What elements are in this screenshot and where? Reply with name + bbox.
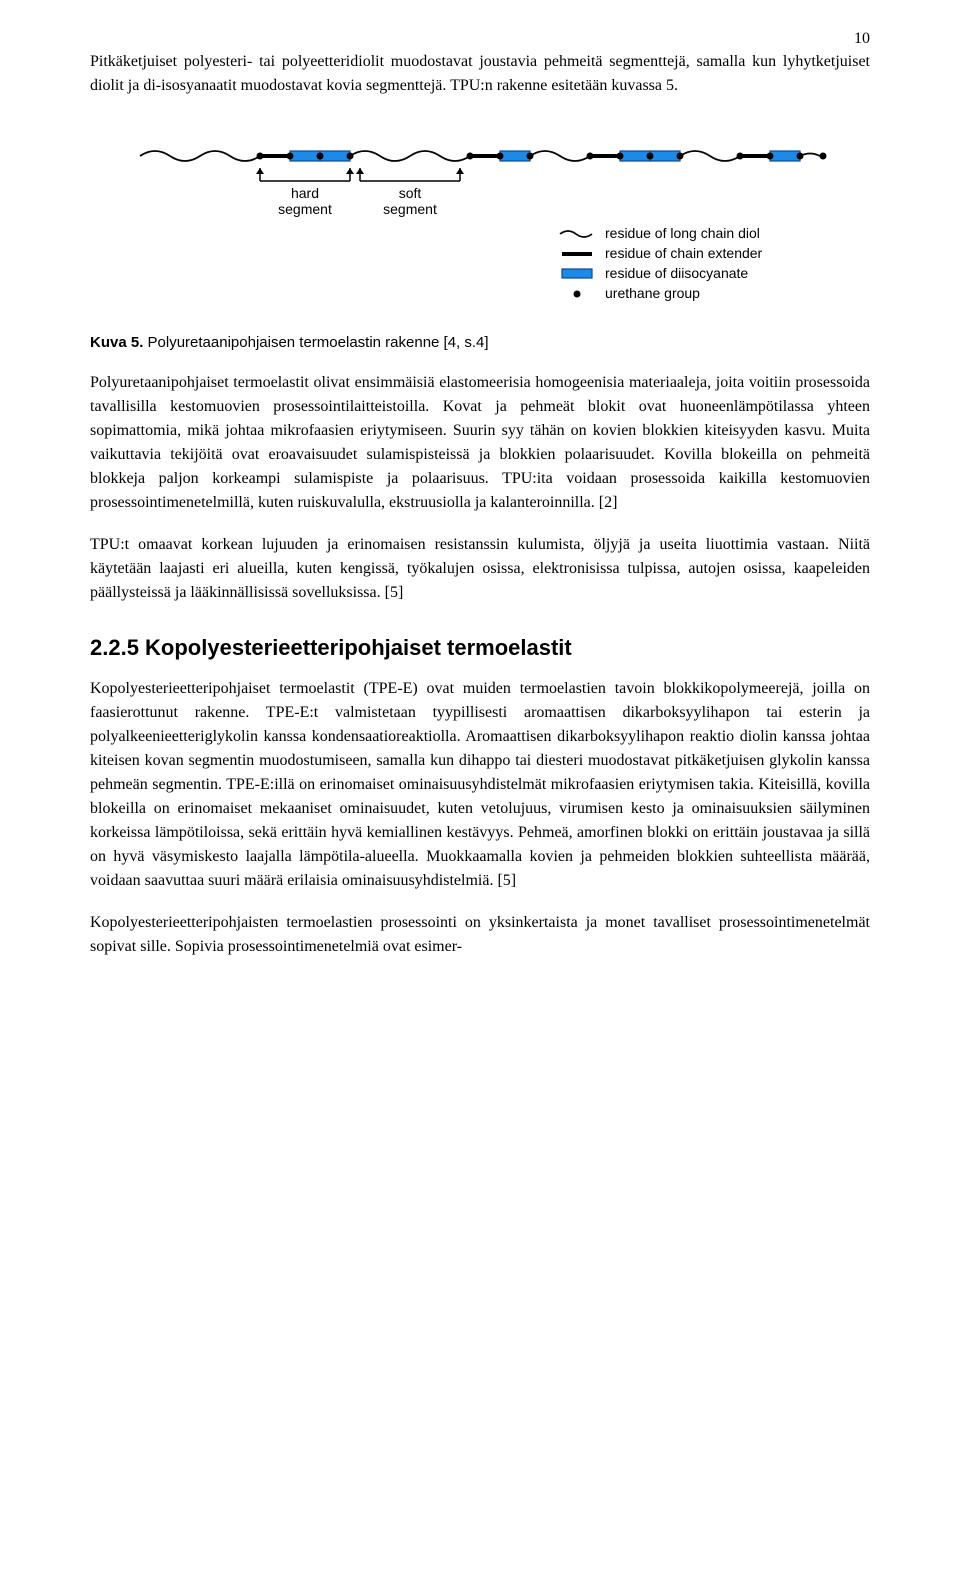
polymer-chain-diagram: hard segment soft segment residue of lon… — [130, 126, 830, 316]
diisocyanate-block — [650, 151, 680, 161]
urethane-dot — [467, 153, 474, 160]
caption-text: Polyuretaanipohjaisen termoelastin raken… — [143, 334, 488, 351]
arrow-head — [356, 168, 364, 174]
hard-label: hard — [291, 185, 319, 201]
urethane-dot — [767, 153, 774, 160]
section-heading: 2.2.5 Kopolyesterieetteripohjaiset termo… — [90, 635, 870, 661]
urethane-dot — [677, 153, 684, 160]
legend-diisocyanate-text: residue of diisocyanate — [605, 265, 748, 281]
diisocyanate-block — [320, 151, 350, 161]
legend-diol-icon — [560, 231, 592, 237]
legend-diol-text: residue of long chain diol — [605, 225, 760, 241]
urethane-dot — [587, 153, 594, 160]
soft-label: soft — [399, 185, 422, 201]
urethane-dot — [497, 153, 504, 160]
segment-label: segment — [383, 201, 437, 217]
legend-diisocyanate-icon — [562, 269, 592, 278]
legend-urethane-text: urethane group — [605, 285, 700, 301]
urethane-dot — [820, 153, 827, 160]
urethane-dot — [347, 153, 354, 160]
paragraph-5: Kopolyesterieetteripohjaisten termoelast… — [90, 911, 870, 959]
diisocyanate-block — [770, 151, 800, 161]
legend-extender-text: residue of chain extender — [605, 245, 763, 261]
arrow-head — [346, 168, 354, 174]
urethane-dot — [737, 153, 744, 160]
diisocyanate-block — [290, 151, 320, 161]
urethane-dot — [797, 153, 804, 160]
diisocyanate-block — [620, 151, 650, 161]
legend-urethane-icon — [574, 291, 581, 298]
paragraph-2: Polyuretaanipohjaiset termoelastit oliva… — [90, 371, 870, 515]
diisocyanate-block — [500, 151, 530, 161]
paragraph-1: Pitkäketjuiset polyesteri- tai polyeette… — [90, 50, 870, 98]
urethane-dot — [527, 153, 534, 160]
paragraph-4: Kopolyesterieetteripohjaiset termoelasti… — [90, 677, 870, 893]
arrow-head — [456, 168, 464, 174]
caption-label: Kuva 5. — [90, 334, 143, 351]
urethane-dot — [257, 153, 264, 160]
figure-5: hard segment soft segment residue of lon… — [90, 126, 870, 351]
page-number: 10 — [854, 30, 870, 48]
arrow-head — [256, 168, 264, 174]
urethane-dot — [647, 153, 654, 160]
page: 10 Pitkäketjuiset polyesteri- tai polyee… — [0, 0, 960, 1037]
urethane-dot — [287, 153, 294, 160]
urethane-dot — [617, 153, 624, 160]
urethane-dot — [317, 153, 324, 160]
segment-label: segment — [278, 201, 332, 217]
figure-caption: Kuva 5. Polyuretaanipohjaisen termoelast… — [90, 334, 870, 351]
paragraph-3: TPU:t omaavat korkean lujuuden ja erinom… — [90, 533, 870, 605]
